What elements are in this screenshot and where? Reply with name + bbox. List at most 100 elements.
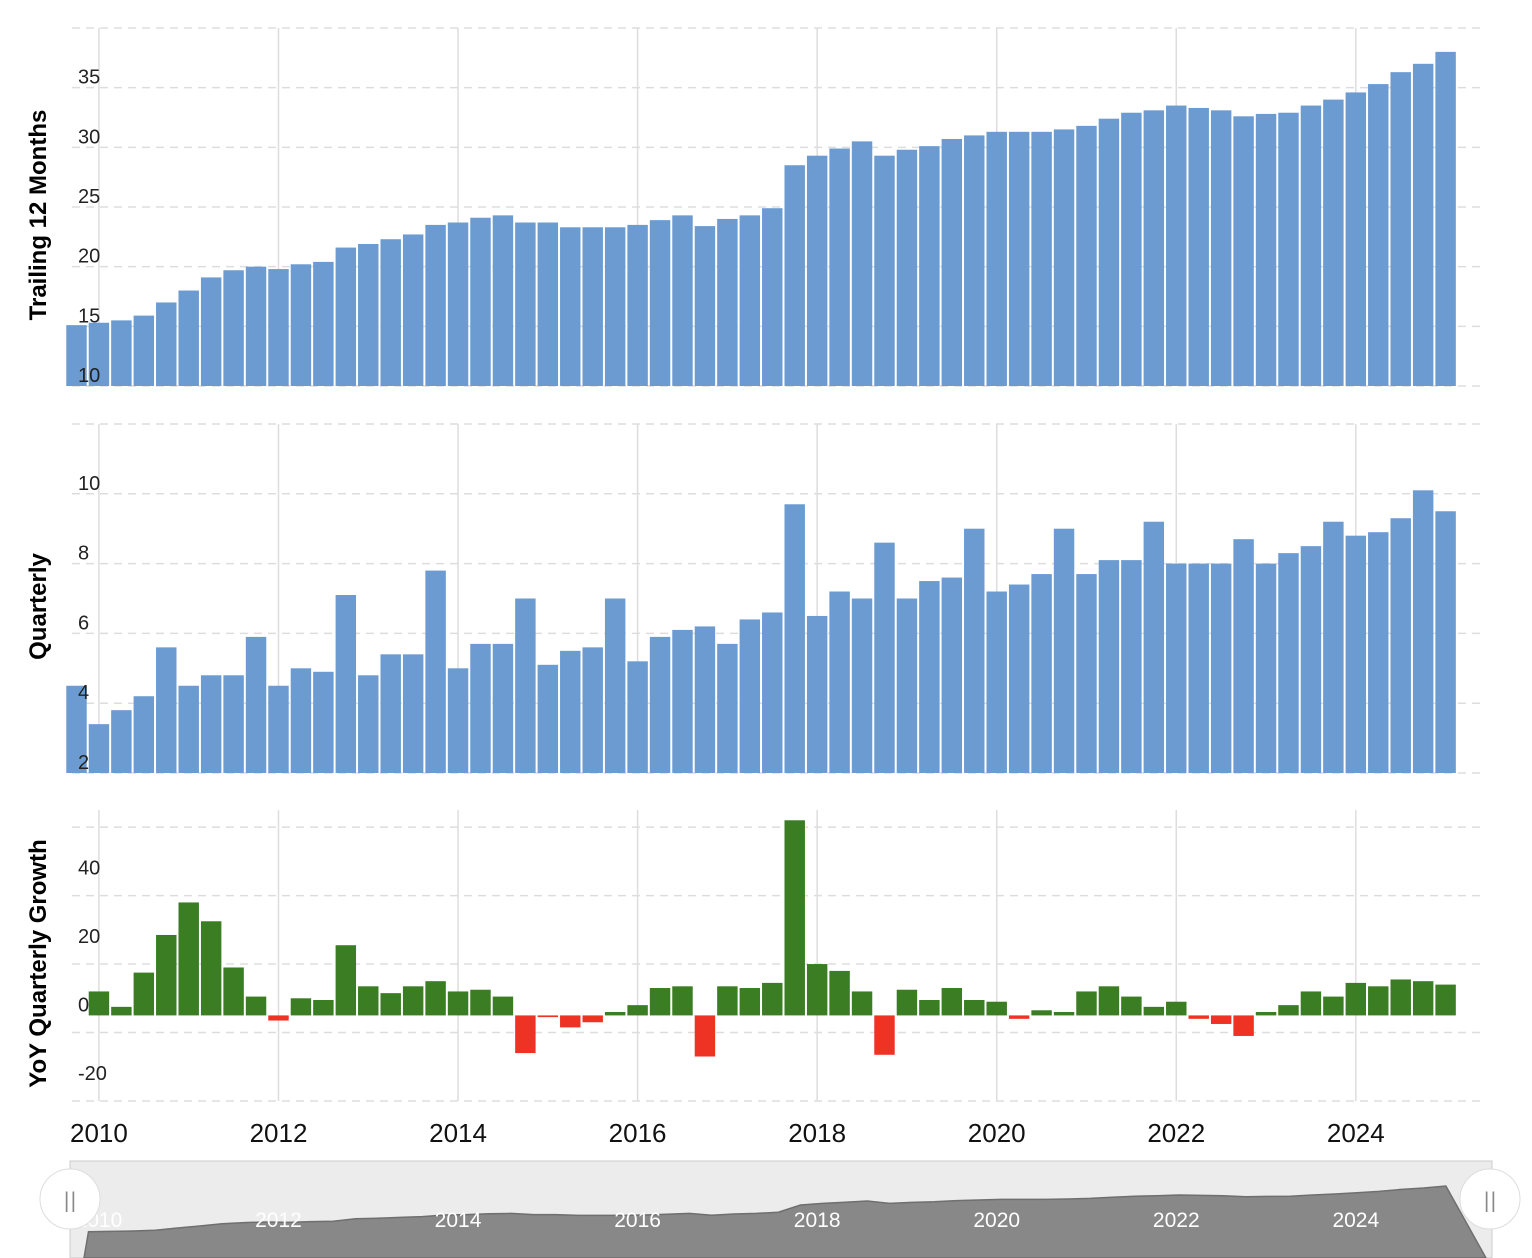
- bar[interactable]: [380, 993, 401, 1016]
- bar[interactable]: [851, 141, 873, 386]
- bar[interactable]: [425, 570, 446, 773]
- bar[interactable]: [1188, 107, 1209, 386]
- handle-circle[interactable]: [1459, 1168, 1521, 1230]
- bar[interactable]: [694, 226, 716, 386]
- bar[interactable]: [762, 612, 783, 773]
- bar[interactable]: [200, 675, 222, 773]
- bar[interactable]: [1008, 131, 1030, 386]
- bar[interactable]: [88, 991, 110, 1016]
- bar[interactable]: [964, 528, 985, 773]
- bar[interactable]: [806, 964, 828, 1016]
- bar[interactable]: [784, 820, 805, 1016]
- bar[interactable]: [515, 598, 536, 774]
- bar[interactable]: [156, 934, 177, 1016]
- bar[interactable]: [1255, 113, 1277, 387]
- bar[interactable]: [560, 227, 581, 386]
- bar[interactable]: [111, 710, 132, 773]
- bar[interactable]: [1121, 996, 1142, 1016]
- bar[interactable]: [694, 1015, 716, 1057]
- bar[interactable]: [1031, 574, 1052, 773]
- bar[interactable]: [1412, 490, 1434, 773]
- bar[interactable]: [156, 647, 177, 773]
- bar[interactable]: [1076, 125, 1097, 386]
- bar[interactable]: [1300, 546, 1322, 773]
- bar[interactable]: [1031, 1010, 1052, 1016]
- bar[interactable]: [492, 643, 514, 773]
- bar[interactable]: [941, 988, 963, 1016]
- bar[interactable]: [223, 967, 244, 1016]
- bar[interactable]: [515, 1015, 536, 1054]
- bar[interactable]: [1053, 1011, 1075, 1016]
- range-navigator[interactable]: 2010 2012 2014 2016 2018 2020 2022 2024|| ||: [39, 1160, 1521, 1258]
- bar[interactable]: [1390, 979, 1411, 1016]
- bar[interactable]: [604, 598, 626, 774]
- bar[interactable]: [717, 218, 738, 386]
- bar[interactable]: [1368, 986, 1389, 1016]
- bar[interactable]: [806, 155, 828, 386]
- bar[interactable]: [290, 668, 312, 773]
- bar[interactable]: [178, 902, 199, 1016]
- bar[interactable]: [200, 277, 222, 386]
- navigator-handle-left[interactable]: ||: [39, 1168, 101, 1230]
- bar[interactable]: [874, 155, 895, 386]
- bar[interactable]: [986, 131, 1007, 386]
- bar[interactable]: [851, 991, 873, 1016]
- bar[interactable]: [402, 654, 424, 773]
- bar[interactable]: [245, 996, 267, 1016]
- bar[interactable]: [178, 290, 199, 386]
- bar[interactable]: [1098, 986, 1120, 1016]
- bar[interactable]: [806, 615, 828, 773]
- bar[interactable]: [470, 643, 491, 773]
- bar[interactable]: [739, 619, 761, 773]
- navigator-handle-right[interactable]: ||: [1459, 1168, 1521, 1230]
- bar[interactable]: [111, 1006, 132, 1016]
- bar[interactable]: [762, 982, 783, 1016]
- bar[interactable]: [1121, 560, 1142, 773]
- bar[interactable]: [447, 668, 469, 773]
- bar[interactable]: [896, 598, 918, 774]
- bar[interactable]: [88, 322, 110, 386]
- bar[interactable]: [672, 629, 693, 773]
- bar[interactable]: [672, 986, 693, 1016]
- bar[interactable]: [1210, 563, 1232, 773]
- bar[interactable]: [919, 1000, 940, 1016]
- bar[interactable]: [88, 724, 110, 773]
- bar[interactable]: [1368, 532, 1389, 773]
- bar[interactable]: [1278, 553, 1299, 773]
- bar[interactable]: [358, 243, 379, 386]
- bar[interactable]: [470, 989, 491, 1016]
- bar[interactable]: [1412, 981, 1434, 1016]
- bar[interactable]: [1166, 1001, 1187, 1016]
- handle-circle[interactable]: [39, 1168, 101, 1230]
- bar[interactable]: [335, 247, 357, 386]
- bar[interactable]: [604, 1011, 626, 1016]
- bar[interactable]: [358, 986, 379, 1016]
- bar[interactable]: [1345, 982, 1367, 1016]
- bar[interactable]: [133, 696, 155, 773]
- bar[interactable]: [133, 315, 155, 386]
- bar[interactable]: [1210, 1015, 1232, 1024]
- bar[interactable]: [874, 1015, 895, 1055]
- bar[interactable]: [1323, 996, 1344, 1016]
- bar[interactable]: [1300, 105, 1322, 387]
- bar[interactable]: [1435, 51, 1456, 386]
- bar[interactable]: [313, 671, 334, 773]
- bar[interactable]: [1210, 110, 1232, 386]
- bar[interactable]: [829, 970, 850, 1016]
- bar[interactable]: [245, 266, 267, 386]
- bar[interactable]: [1300, 991, 1322, 1016]
- bar[interactable]: [156, 302, 177, 386]
- bar[interactable]: [829, 148, 850, 386]
- bar[interactable]: [425, 224, 446, 386]
- bar[interactable]: [717, 986, 738, 1016]
- bar[interactable]: [896, 149, 918, 386]
- bar[interactable]: [784, 165, 805, 386]
- bar[interactable]: [335, 595, 357, 773]
- bar[interactable]: [111, 320, 132, 386]
- bar[interactable]: [492, 215, 514, 386]
- bar[interactable]: [537, 222, 559, 386]
- bar[interactable]: [1143, 1006, 1165, 1016]
- bar[interactable]: [1053, 129, 1075, 386]
- bar[interactable]: [1166, 563, 1187, 773]
- bar[interactable]: [739, 988, 761, 1016]
